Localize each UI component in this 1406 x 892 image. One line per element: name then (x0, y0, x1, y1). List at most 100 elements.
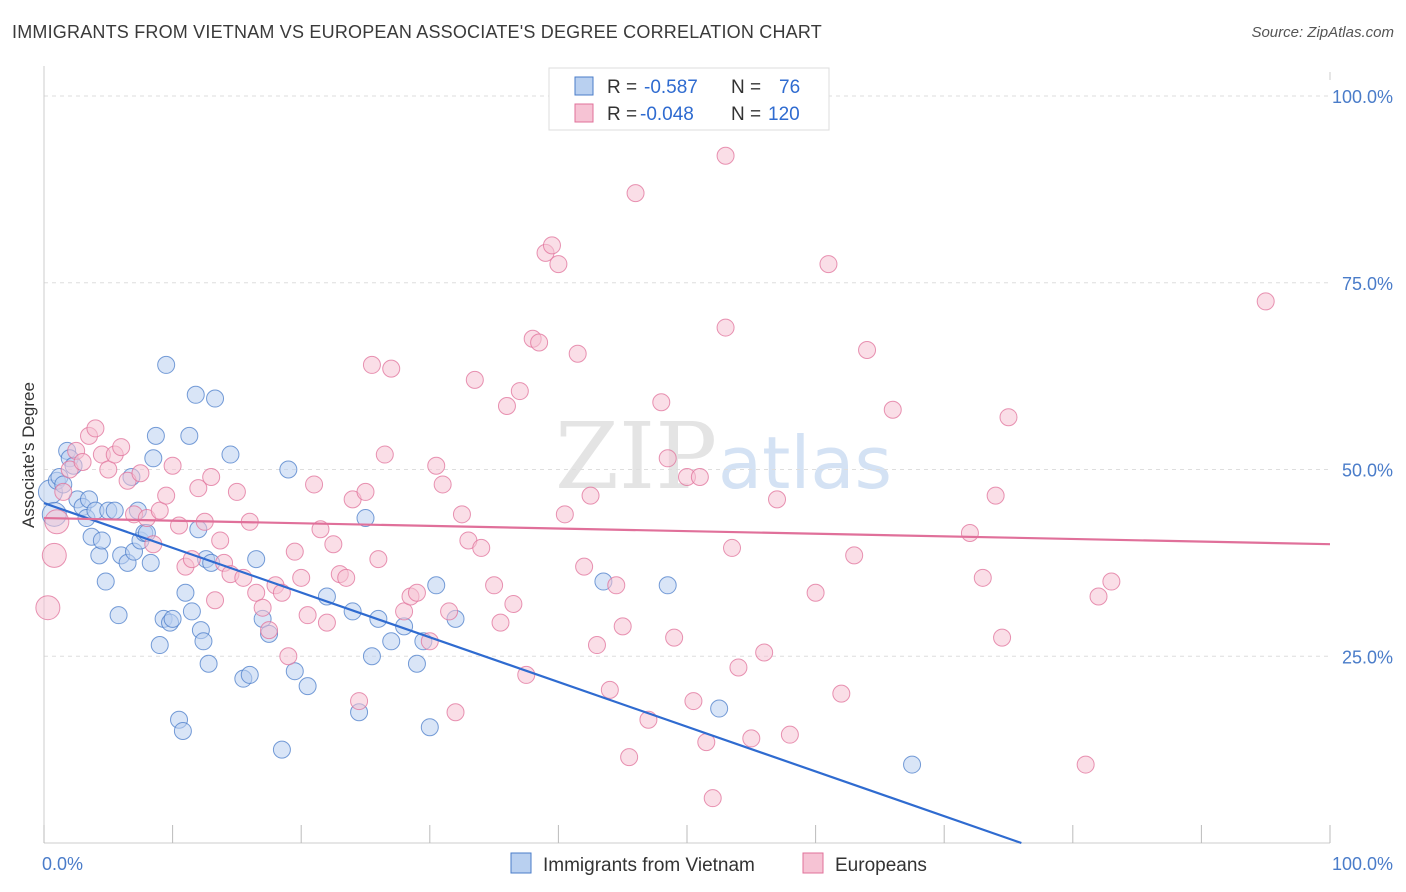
legend-n-value-europeans: 120 (768, 104, 800, 125)
legend-n-value-vietnam: 76 (779, 77, 800, 98)
data-point (227, 482, 246, 501)
data-point (993, 628, 1012, 647)
data-point (716, 318, 735, 337)
data-point (292, 568, 311, 587)
series-vietnam-points (37, 355, 922, 774)
data-point (369, 550, 388, 569)
data-point (581, 486, 600, 505)
data-point (298, 606, 317, 625)
data-point (542, 236, 561, 255)
data-point (742, 729, 761, 748)
data-point (144, 449, 163, 468)
data-point (465, 370, 484, 389)
data-point (109, 606, 128, 625)
bottom-legend-label-europeans: Europeans (835, 855, 927, 876)
y-axis-label: Associate's Degree (19, 382, 38, 528)
data-point (427, 456, 446, 475)
data-point (433, 475, 452, 494)
trend-lines (43, 502, 1331, 845)
data-point (247, 583, 266, 602)
data-point (703, 789, 722, 808)
data-point (729, 658, 748, 677)
data-point (173, 721, 192, 740)
x-tick-label: 0.0% (42, 854, 83, 874)
data-point (845, 546, 864, 565)
source-label: Source: ZipAtlas.com (1251, 24, 1394, 41)
legend-swatch-europeans (574, 103, 594, 123)
data-point (382, 359, 401, 378)
data-point (350, 692, 369, 711)
data-point (1076, 755, 1095, 774)
data-point (146, 426, 165, 445)
data-point (206, 591, 225, 610)
data-point (131, 464, 150, 483)
data-point (652, 393, 671, 412)
data-point (607, 576, 626, 595)
watermark-zip: ZIP (555, 403, 717, 510)
data-point (99, 460, 118, 479)
data-point (176, 583, 195, 602)
data-point (92, 531, 111, 550)
data-point (658, 576, 677, 595)
data-point (362, 647, 381, 666)
data-point (298, 677, 317, 696)
data-point (279, 647, 298, 666)
data-point (973, 568, 992, 587)
data-point (575, 557, 594, 576)
data-point (54, 482, 73, 501)
data-point (903, 755, 922, 774)
data-point (194, 632, 213, 651)
data-point (620, 748, 639, 767)
data-point (337, 568, 356, 587)
data-point (157, 355, 176, 374)
y-tick-label: 100.0% (1332, 87, 1393, 107)
data-point (186, 385, 205, 404)
bottom-legend-swatch-europeans (802, 852, 824, 874)
data-point (883, 400, 902, 419)
data-point (658, 449, 677, 468)
data-point (1256, 292, 1275, 311)
data-point (182, 602, 201, 621)
data-point (710, 699, 729, 718)
bottom-legend: Immigrants from Vietnam Europeans (510, 852, 927, 876)
data-point (41, 542, 67, 568)
data-point (141, 553, 160, 572)
bottom-legend-label-vietnam: Immigrants from Vietnam (543, 855, 755, 876)
data-point (755, 643, 774, 662)
data-point (44, 509, 70, 535)
data-point (112, 438, 131, 457)
legend-r-value-europeans: -0.048 (640, 104, 694, 125)
x-tick-label: 100.0% (1332, 854, 1393, 874)
data-point (806, 583, 825, 602)
y-tick-label: 25.0% (1342, 647, 1393, 667)
x-tick-labels: 0.0% 100.0% (42, 854, 1393, 874)
data-point (472, 538, 491, 557)
data-point (96, 572, 115, 591)
data-point (272, 740, 291, 759)
data-point (189, 479, 208, 498)
legend-swatch-vietnam (574, 76, 594, 96)
series-europeans-points (35, 146, 1275, 808)
legend-r-label-europeans: R = (607, 104, 637, 125)
data-point (665, 628, 684, 647)
data-point (420, 718, 439, 737)
data-point (600, 680, 619, 699)
data-point (382, 632, 401, 651)
axes (43, 66, 1331, 844)
data-point (485, 576, 504, 595)
data-point (73, 453, 92, 472)
legend-r-value-vietnam: -0.587 (644, 77, 698, 98)
data-point (317, 613, 336, 632)
data-point (311, 520, 330, 539)
data-point (446, 703, 465, 722)
data-point (356, 509, 375, 528)
data-point (211, 531, 230, 550)
data-point (35, 595, 61, 621)
data-point (427, 576, 446, 595)
data-point (986, 486, 1005, 505)
data-point (452, 505, 471, 524)
data-point (497, 397, 516, 416)
legend-n-label-vietnam: N = (731, 77, 761, 98)
data-point (395, 602, 414, 621)
